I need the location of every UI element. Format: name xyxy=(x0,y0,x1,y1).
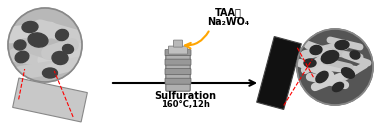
FancyBboxPatch shape xyxy=(169,46,187,54)
Ellipse shape xyxy=(28,33,48,47)
FancyBboxPatch shape xyxy=(174,40,183,47)
Ellipse shape xyxy=(52,51,68,65)
Circle shape xyxy=(297,29,373,105)
Text: Na₂WO₄: Na₂WO₄ xyxy=(207,17,249,27)
Ellipse shape xyxy=(14,40,26,50)
Ellipse shape xyxy=(304,59,316,67)
FancyBboxPatch shape xyxy=(165,78,191,84)
Ellipse shape xyxy=(321,51,339,63)
Circle shape xyxy=(8,8,82,82)
Circle shape xyxy=(8,8,82,82)
FancyBboxPatch shape xyxy=(165,59,191,65)
FancyBboxPatch shape xyxy=(165,50,191,56)
Text: TAA、: TAA、 xyxy=(215,7,242,17)
Ellipse shape xyxy=(15,51,29,63)
Ellipse shape xyxy=(22,21,38,33)
Polygon shape xyxy=(12,78,87,122)
Text: Sulfuration: Sulfuration xyxy=(154,91,216,101)
Ellipse shape xyxy=(350,51,360,59)
Ellipse shape xyxy=(310,45,322,55)
Ellipse shape xyxy=(316,71,328,83)
Ellipse shape xyxy=(42,68,57,78)
Circle shape xyxy=(297,29,373,105)
Ellipse shape xyxy=(335,40,349,50)
Ellipse shape xyxy=(342,68,355,78)
FancyBboxPatch shape xyxy=(165,69,191,75)
Ellipse shape xyxy=(332,82,344,92)
Polygon shape xyxy=(257,37,301,109)
Ellipse shape xyxy=(62,44,73,54)
FancyBboxPatch shape xyxy=(166,51,190,91)
Ellipse shape xyxy=(56,29,68,41)
Text: 160°C,12h: 160°C,12h xyxy=(161,100,209,109)
